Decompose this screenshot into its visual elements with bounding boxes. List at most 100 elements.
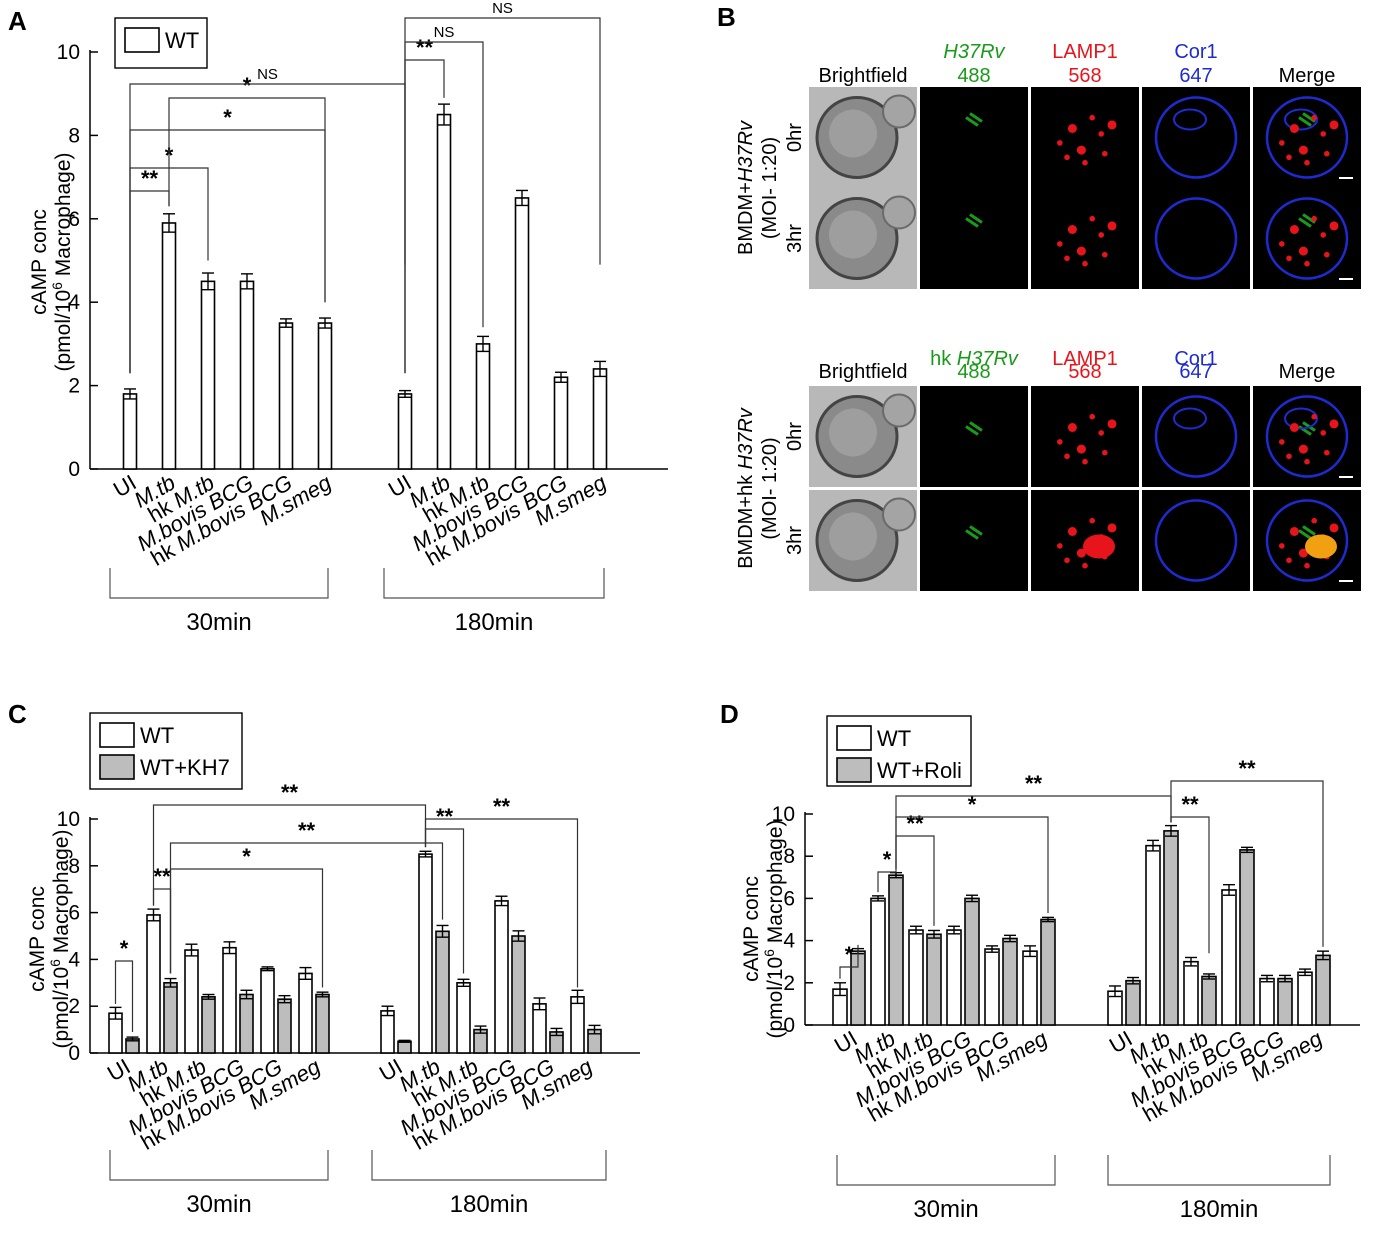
bar-wt — [553, 376, 569, 470]
lamp1-puncta — [1320, 232, 1326, 238]
neighbor-cell — [882, 195, 916, 230]
y-tick-label: 0 — [68, 458, 80, 481]
y-axis-label: cAMP conc(pmol/106 Macrophage) — [26, 829, 73, 1048]
y-tick-label: 10 — [57, 41, 80, 64]
bacteria-mark — [965, 425, 979, 436]
y-axis-label-line2: (pmol/10 — [52, 290, 75, 372]
significance-label: ** — [906, 811, 924, 836]
bar-wt — [1183, 960, 1199, 1026]
fluorescence-background — [920, 87, 1028, 188]
sample-label-strain: H37Rv — [735, 407, 757, 469]
column-header-part: H37Rv — [957, 348, 1019, 370]
coronin-ring — [1265, 96, 1349, 179]
lamp1-puncta — [1289, 423, 1299, 432]
lamp1-puncta — [1064, 255, 1070, 262]
sample-label-prefix: BMDM+ — [735, 182, 757, 255]
lamp1-puncta — [1098, 430, 1104, 436]
column-subheader: 568 — [1068, 65, 1101, 87]
group-label: 180min — [450, 1191, 529, 1218]
coronin-inner — [1173, 108, 1207, 131]
bar-wt — [1022, 950, 1038, 1026]
column-header-part: LAMP1 — [1052, 41, 1118, 63]
significance-label: NS — [257, 66, 278, 83]
y-tick-label: 6 — [783, 887, 795, 910]
row-label: 0hr — [784, 422, 806, 451]
bar-wt — [418, 853, 433, 1054]
column-header: Cor1 — [1174, 41, 1217, 63]
fluorescence-background — [1031, 490, 1139, 591]
microscopy-cell — [920, 87, 1028, 188]
y-axis-label-sup: 6 — [47, 959, 63, 967]
bar-treated — [201, 996, 216, 1054]
microscopy-cell — [1253, 188, 1361, 289]
microscopy-cell — [809, 490, 917, 591]
lamp1-puncta — [1076, 548, 1086, 558]
y-tick-label: 2 — [68, 375, 80, 398]
fluorescence-background — [1031, 87, 1139, 188]
lamp1-puncta — [1076, 145, 1086, 155]
y-tick-label: 0 — [783, 1014, 795, 1037]
significance-bracket — [424, 818, 579, 988]
microscopy-cell — [1031, 188, 1139, 289]
y-axis-label-sup: 6 — [761, 949, 777, 957]
y-tick-label: 6 — [68, 902, 80, 925]
sample-moi-label: (MOI- 1:20) — [759, 137, 781, 239]
y-tick-label: 4 — [68, 291, 80, 314]
bar-treated — [163, 981, 178, 1054]
panel-letter: B — [717, 2, 736, 32]
lamp1-puncta — [1102, 449, 1108, 456]
fluorescence-background — [1142, 490, 1250, 591]
bar-wt — [436, 113, 452, 470]
significance-bracket — [404, 17, 601, 374]
bar-wt — [239, 280, 255, 470]
fluorescence-background — [1253, 188, 1361, 289]
column-header: Merge — [1279, 361, 1336, 383]
y-axis-label-line2-end: Macrophage) — [52, 152, 75, 282]
significance-label: ** — [141, 166, 159, 191]
fluorescence-background — [1142, 386, 1250, 487]
y-axis-label-line2: (pmol/10 — [50, 967, 73, 1049]
bar-wt — [984, 948, 1000, 1026]
lamp1-puncta — [1107, 419, 1117, 429]
lamp1-puncta — [1076, 444, 1086, 454]
lamp1-puncta — [1304, 260, 1310, 267]
column-header-part: Brightfield — [819, 361, 908, 383]
y-tick-label: 10 — [772, 803, 795, 826]
bacteria-mark — [1298, 217, 1312, 228]
y-axis-label-line1: cAMP conc — [740, 876, 763, 982]
microscopy-cell — [1253, 490, 1361, 591]
lamp1-puncta — [1098, 131, 1104, 137]
lamp1-puncta — [1082, 562, 1088, 569]
significance-label: * — [845, 942, 854, 967]
lamp1-puncta — [1286, 255, 1292, 262]
bar-wt — [456, 981, 471, 1054]
y-axis-label-line2: (pmol/10 — [764, 957, 787, 1039]
lamp1-puncta — [1064, 557, 1070, 564]
fluorescence-background — [1253, 386, 1361, 487]
bar-treated — [1125, 979, 1141, 1026]
lamp1-puncta — [1057, 439, 1063, 445]
significance-label: NS — [492, 0, 513, 17]
group-label: 30min — [186, 1191, 251, 1218]
bacteria-mark — [965, 116, 979, 127]
lamp1-puncta — [1064, 453, 1070, 460]
coronin-ring — [1154, 197, 1238, 280]
bacteria-mark — [965, 217, 979, 228]
column-header: Cor1 — [1174, 348, 1217, 370]
fluorescence-background — [1253, 87, 1361, 188]
microscopy-cell — [1253, 386, 1361, 487]
bar-wt — [570, 996, 585, 1054]
group-bracket — [109, 1150, 329, 1181]
cell-texture — [829, 512, 877, 561]
column-header-part: Merge — [1279, 361, 1336, 383]
bar-wt — [122, 393, 138, 470]
lamp1-puncta — [1057, 140, 1063, 146]
microscopy-cell — [1142, 87, 1250, 188]
microscopy-cell — [809, 188, 917, 289]
column-header: H37Rv — [943, 41, 1005, 63]
legend-label: WT — [140, 723, 174, 748]
microscopy-cell — [809, 386, 917, 487]
cell-texture — [829, 210, 877, 259]
legend-swatch — [836, 757, 872, 783]
